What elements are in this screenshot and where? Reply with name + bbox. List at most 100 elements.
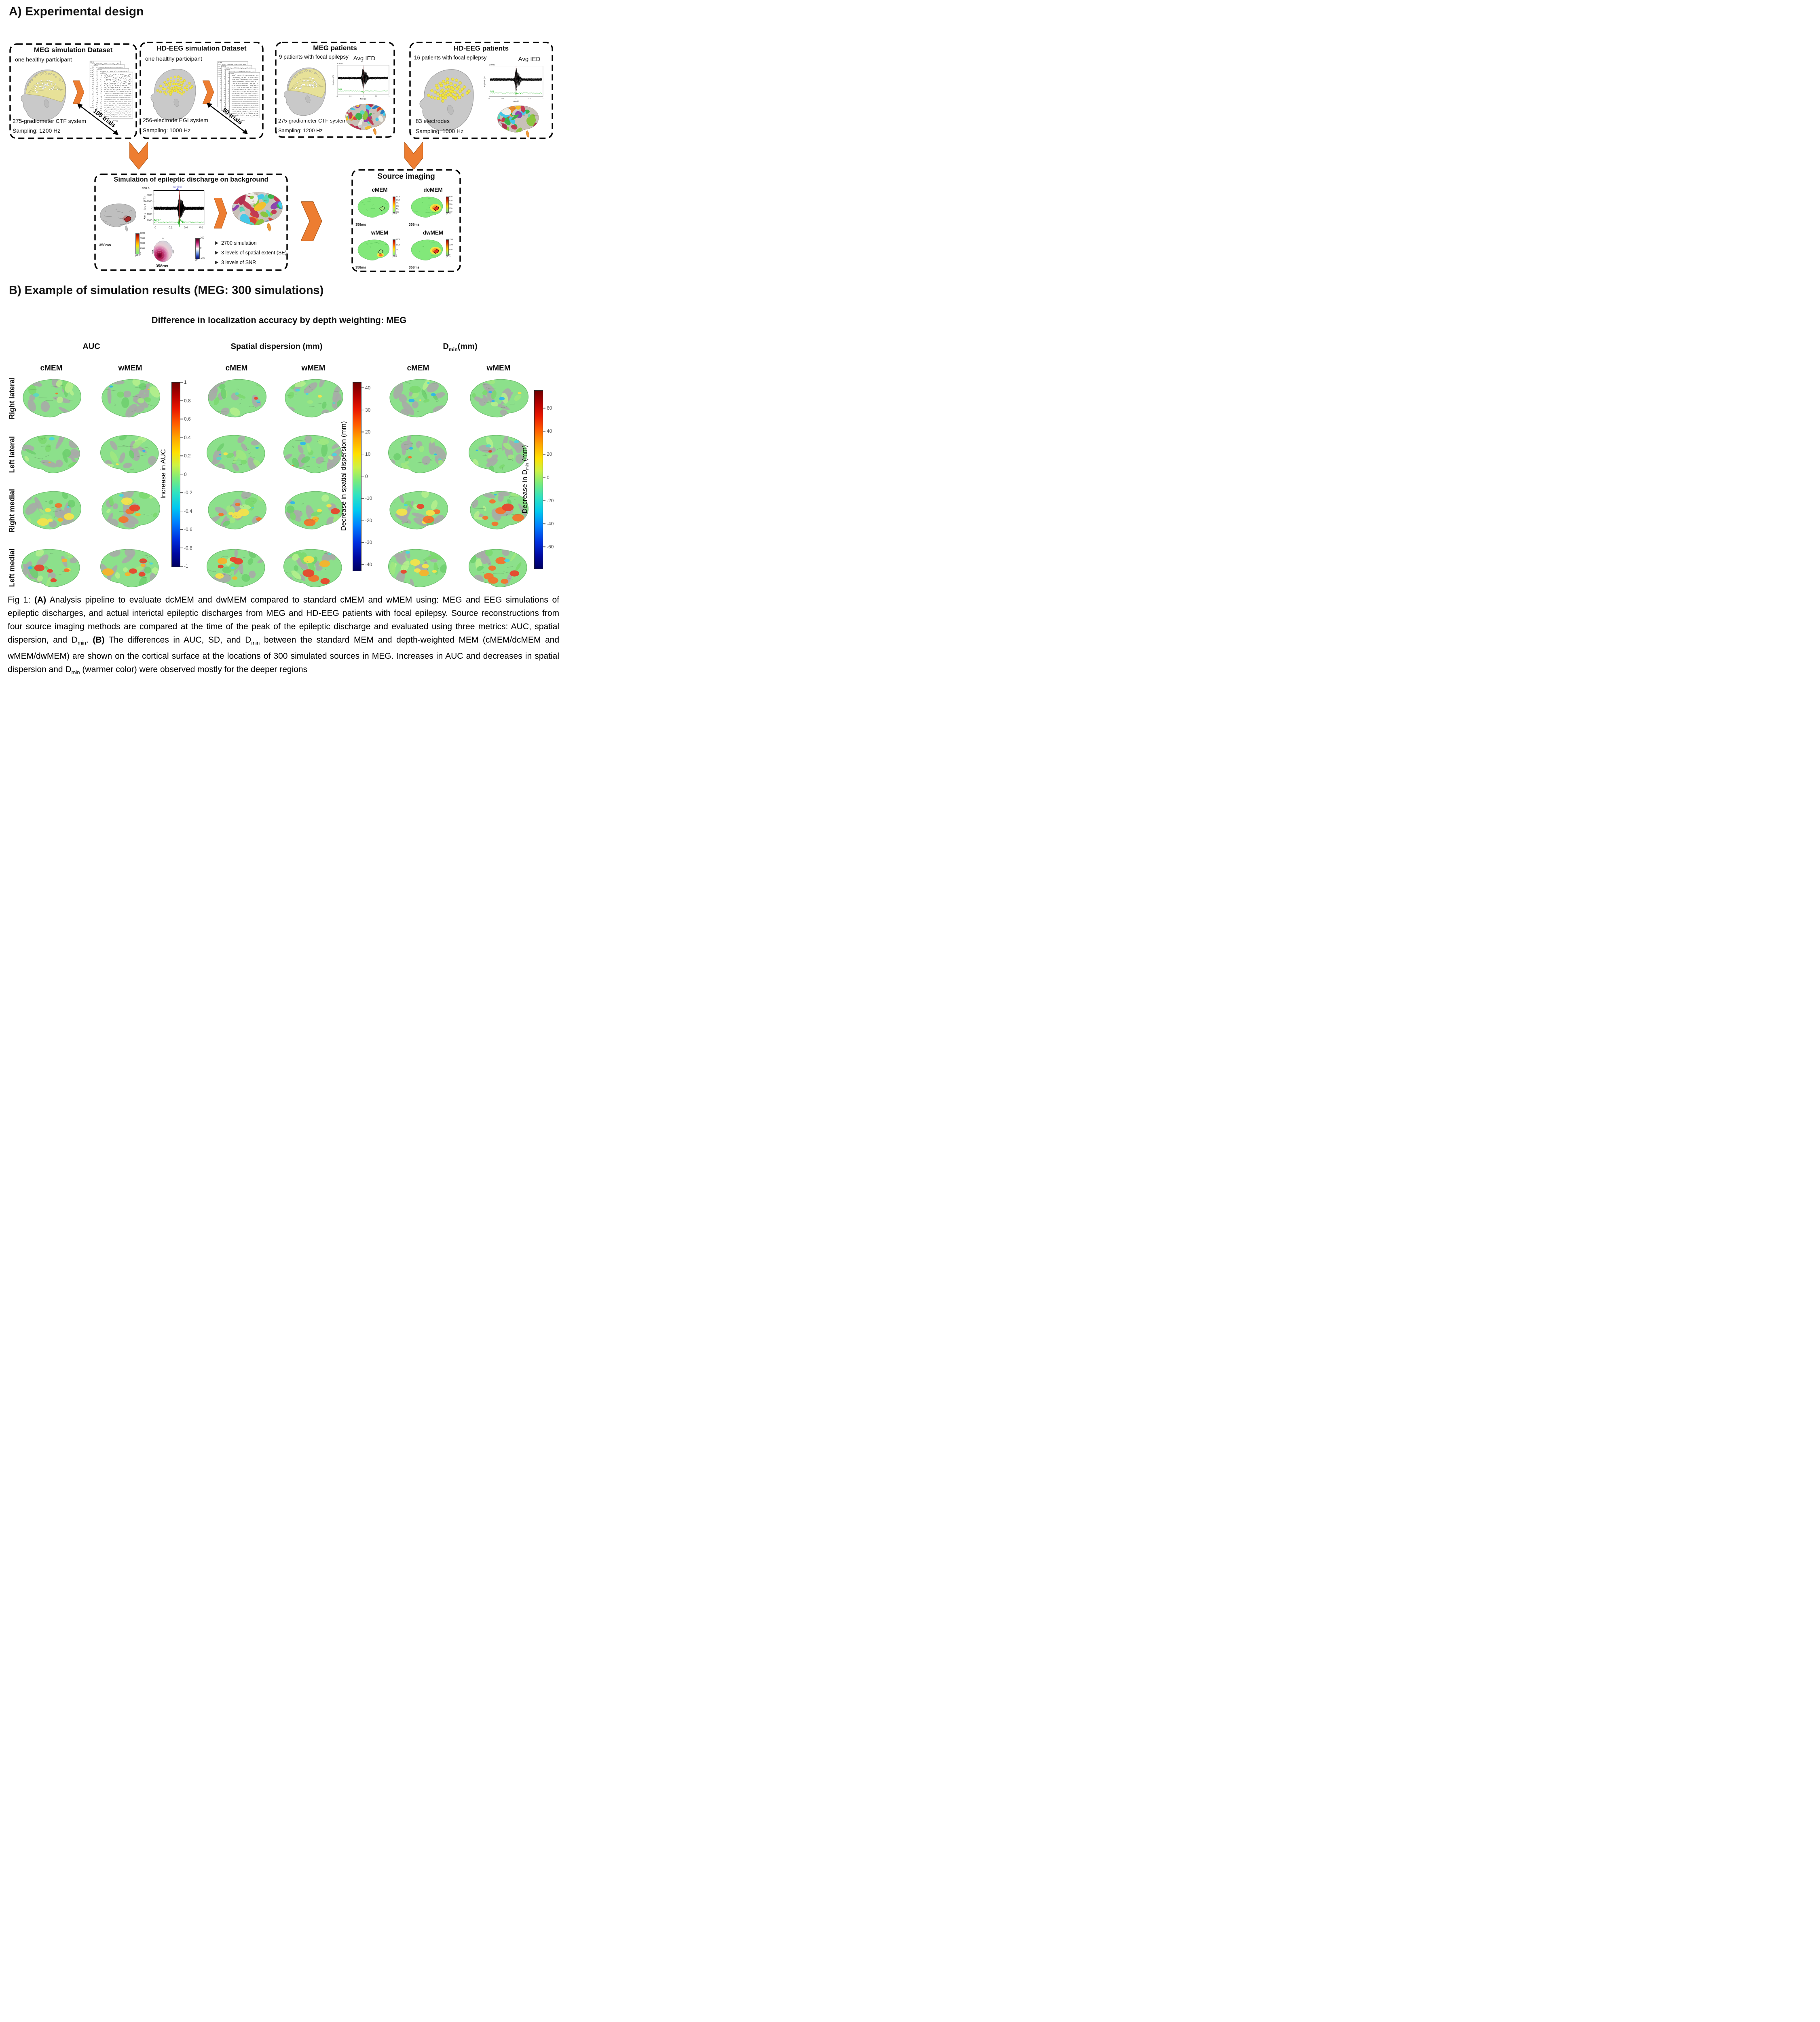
result-brain-row1-col4 [388,435,447,474]
brain-map-cell [385,545,451,590]
method-name: dwMEM [423,230,444,236]
box-title: HD-EEG simulation Dataset [156,44,247,52]
figure-caption: Fig 1: (A) Analysis pipeline to evaluate… [8,595,560,676]
brain-map-cell [466,487,531,532]
colorbar-tick: 2000 [140,247,145,250]
box-subtitle: one healthy participant [145,55,202,62]
parcellated-brain [232,192,283,232]
flow-arrow-icon [213,197,227,229]
svg-text:Time (s): Time (s) [113,120,118,122]
figure-1: A) Experimental design MEG simulation Da… [0,0,566,687]
trace-stack: 0.0 msMLF11MLF12MLF13MLF14MLF21MLF22MLF2… [89,61,133,122]
brain-map-cell [466,545,531,590]
brain-map-cell [385,431,451,476]
svg-text:0.0 ms: 0.0 ms [230,73,234,74]
colorbar-gradient [195,238,200,259]
colorbar-tick-label: 60 [547,405,552,411]
svg-text:GFP: GFP [338,89,342,91]
result-brain-row3-col3 [283,549,342,588]
brain-map-cell [97,487,163,532]
topography-head-map: ^ [ ] [152,237,173,262]
colorbar-tick-mark [361,520,364,521]
colorbar-tick-mark [180,400,183,401]
svg-text:GFP: GFP [490,91,495,93]
brain-map-cell [281,375,346,420]
svg-text:E006: E006 [218,74,220,75]
colorbar-tick-mark [180,474,183,475]
source-map-brain [411,197,443,218]
svg-text:Amplitude (fT): Amplitude (fT) [144,196,146,219]
method-label: wMEM [118,364,142,372]
colorbar-tick-label: 0 [547,474,550,480]
colorbar-tick-mark [180,566,183,567]
box-title: HD-EEG patients [453,44,509,52]
colorbar-tick-mark [180,455,183,456]
bullet-text: 3 levels of SNR [221,260,256,265]
colorbar-tick-mark [361,476,364,477]
meg-helmet-head-illustration [275,62,331,119]
colorbar-tick-mark [543,523,545,524]
parcellated-brain-illustration [341,102,389,135]
brain-map-cell [204,545,269,590]
trials-count-arrow: 105 trials [74,100,123,138]
svg-text:MLF13: MLF13 [90,68,93,69]
row-label-right-medial: Right medial [8,489,16,533]
colorbar-tick-mark [543,500,545,501]
head-illustration [419,69,474,131]
result-brain-row0-col5 [470,379,528,418]
svg-text:0.4: 0.4 [184,226,188,229]
colorbar-tick-label: -30 [365,539,372,546]
box-source-imaging: Source imaging cMEM 1200 1000 800 600 400 200… [351,169,461,272]
svg-text:MLF21: MLF21 [90,72,93,73]
eeg-electrode-head-illustration [410,62,478,135]
colorbar-tick-label: -0.4 [184,508,192,514]
svg-text:-2000: -2000 [146,194,152,197]
method-name: dcMEM [423,187,443,193]
box-meg-simulation-dataset: MEG simulation Dataset one healthy parti… [9,43,137,139]
method-name: cMEM [372,187,388,193]
colorbar-tick-label: -40 [547,521,554,527]
ft-colorbar: 200 0 -200 fT [195,237,210,263]
colorbar-tick-label: 30 [365,407,371,413]
row-label-left-lateral: Left lateral [8,436,16,473]
brain-map-cell [19,545,84,590]
colorbar-tick-label: -20 [365,517,372,523]
result-brain-row2-col2 [208,491,266,530]
flow-arrow-icon [72,80,85,104]
svg-text:0.6: 0.6 [199,226,203,229]
panel-b-title: B) Example of simulation results (MEG: 3… [9,284,324,297]
parcellated-brain [345,104,386,135]
colorbar-tick-label: 1 [184,379,187,385]
method-label: cMEM [40,364,63,372]
eeg-trials-traces: 0.0 ms E001 E002 E003 E004 E005 E006 E007 0.0 ms… [215,59,262,127]
box-title: Simulation of epileptic discharge on bac… [114,176,268,183]
bullet-item: 3 levels of spatial extent (SE) [215,248,287,258]
colorbar-unit: pA.m [135,254,142,257]
source-map [409,193,444,222]
colorbar-tick: -200 [200,257,205,260]
colorbar-tick-label: -40 [365,562,372,568]
result-brain-row2-col0 [23,491,81,530]
svg-text:0.0 ms: 0.0 ms [222,66,226,67]
brain-map-cell [385,487,451,532]
colorbar-tick: 200 [200,237,205,239]
panel-a-title: A) Experimental design [9,5,144,18]
parcellated-brain-illustration [492,103,543,138]
result-brain-row0-col0 [23,379,81,418]
result-brain-row0-col2 [208,379,266,418]
result-brain-row1-col1 [100,435,159,474]
svg-text:^: ^ [162,237,164,241]
bullet-item: 2700 simulation [215,238,287,248]
method-label: wMEM [301,364,326,372]
result-brain-row1-col0 [21,435,80,474]
row-label-left-medial: Left medial [8,548,16,587]
method-name: wMEM [371,230,388,236]
svg-text:Time (s): Time (s) [360,98,366,100]
svg-text:-0.5: -0.5 [501,97,504,99]
result-brain-row3-col2 [207,549,265,588]
result-brain-row0-col3 [285,379,343,418]
time-label: 358ms [99,243,111,247]
system-line: 275-gradiometer CTF system [13,118,87,124]
colorbar-tick-mark [361,454,364,455]
result-brain-row1-col5 [469,435,527,474]
